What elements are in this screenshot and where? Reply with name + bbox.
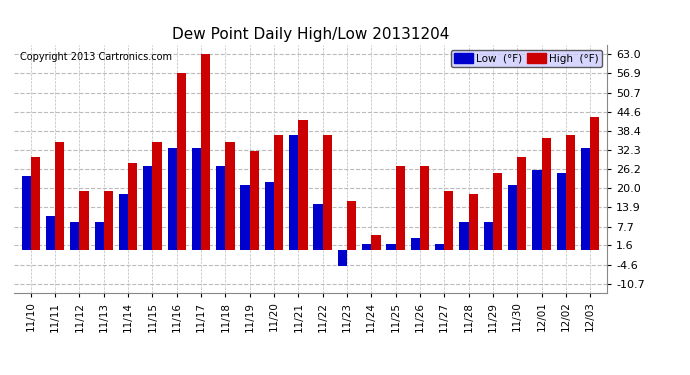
Bar bbox=[323, 135, 332, 250]
Bar bbox=[493, 172, 502, 250]
Bar bbox=[444, 191, 453, 250]
Bar bbox=[298, 120, 308, 250]
Bar bbox=[362, 244, 371, 250]
Bar bbox=[119, 194, 128, 250]
Bar bbox=[371, 235, 381, 250]
Bar bbox=[21, 176, 31, 251]
Bar bbox=[460, 222, 469, 251]
Bar bbox=[177, 73, 186, 250]
Bar bbox=[508, 185, 518, 250]
Bar bbox=[216, 166, 226, 250]
Bar bbox=[168, 148, 177, 250]
Bar bbox=[265, 182, 274, 250]
Bar bbox=[484, 222, 493, 251]
Bar bbox=[55, 141, 64, 250]
Bar bbox=[347, 201, 356, 250]
Bar bbox=[420, 166, 429, 250]
Bar bbox=[590, 117, 600, 251]
Bar bbox=[201, 54, 210, 250]
Bar bbox=[192, 148, 201, 250]
Title: Dew Point Daily High/Low 20131204: Dew Point Daily High/Low 20131204 bbox=[172, 27, 449, 42]
Bar bbox=[104, 191, 113, 250]
Legend: Low  (°F), High  (°F): Low (°F), High (°F) bbox=[451, 50, 602, 67]
Bar bbox=[557, 172, 566, 250]
Bar bbox=[386, 244, 395, 250]
Text: Copyright 2013 Cartronics.com: Copyright 2013 Cartronics.com bbox=[20, 53, 172, 62]
Bar bbox=[226, 141, 235, 250]
Bar bbox=[435, 244, 444, 250]
Bar bbox=[46, 216, 55, 250]
Bar bbox=[144, 166, 152, 250]
Bar bbox=[395, 166, 405, 250]
Bar bbox=[70, 222, 79, 251]
Bar bbox=[532, 170, 542, 250]
Bar bbox=[411, 238, 420, 250]
Bar bbox=[128, 163, 137, 250]
Bar bbox=[542, 138, 551, 250]
Bar bbox=[581, 148, 590, 250]
Bar bbox=[240, 185, 250, 250]
Bar bbox=[250, 151, 259, 250]
Bar bbox=[79, 191, 89, 250]
Bar bbox=[152, 141, 161, 250]
Bar bbox=[274, 135, 284, 250]
Bar bbox=[289, 135, 298, 250]
Bar bbox=[469, 194, 477, 250]
Bar bbox=[337, 251, 347, 266]
Bar bbox=[313, 204, 323, 251]
Bar bbox=[31, 157, 40, 250]
Bar bbox=[518, 157, 526, 250]
Bar bbox=[566, 135, 575, 250]
Bar bbox=[95, 222, 103, 251]
